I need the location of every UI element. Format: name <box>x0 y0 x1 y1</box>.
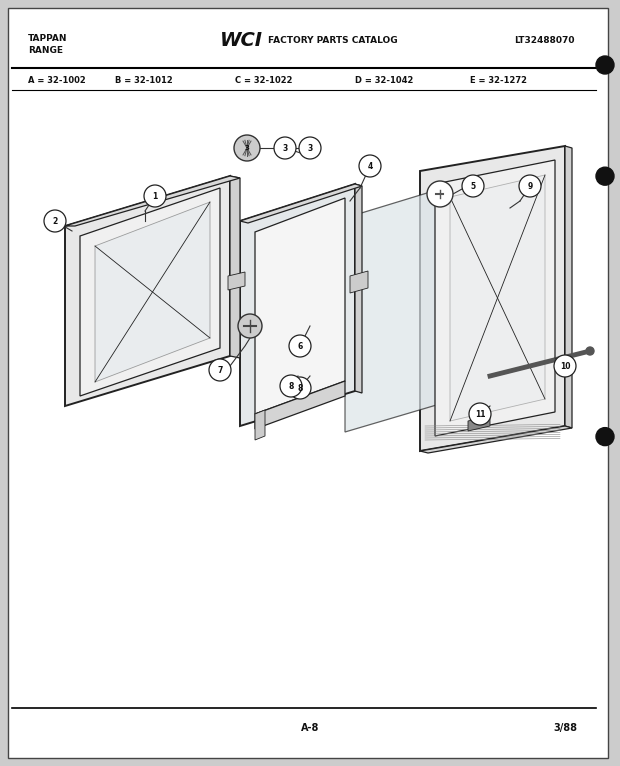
Circle shape <box>554 355 576 377</box>
Polygon shape <box>355 184 362 393</box>
Text: 8: 8 <box>298 384 303 392</box>
Text: E = 32-1272: E = 32-1272 <box>470 76 527 84</box>
Polygon shape <box>255 410 265 440</box>
Polygon shape <box>240 184 355 426</box>
Polygon shape <box>65 176 230 406</box>
Circle shape <box>234 135 260 161</box>
Polygon shape <box>240 184 362 223</box>
Polygon shape <box>255 381 345 429</box>
Polygon shape <box>420 426 572 453</box>
Circle shape <box>299 137 321 159</box>
Circle shape <box>596 167 614 185</box>
Text: 11: 11 <box>475 410 485 418</box>
Polygon shape <box>230 176 240 358</box>
Circle shape <box>596 56 614 74</box>
Circle shape <box>462 175 484 197</box>
Polygon shape <box>350 271 368 293</box>
Polygon shape <box>420 146 565 451</box>
Polygon shape <box>450 175 545 421</box>
Text: B = 32-1012: B = 32-1012 <box>115 76 173 84</box>
Text: 10: 10 <box>560 362 570 371</box>
Polygon shape <box>565 146 572 428</box>
Polygon shape <box>228 272 245 290</box>
Text: 3: 3 <box>244 145 249 151</box>
Polygon shape <box>345 186 450 432</box>
Circle shape <box>519 175 541 197</box>
Text: WCI: WCI <box>220 31 263 50</box>
Polygon shape <box>80 188 220 396</box>
Text: 7: 7 <box>218 365 223 375</box>
Text: 9: 9 <box>528 182 533 191</box>
Circle shape <box>596 427 614 446</box>
Text: D = 32-1042: D = 32-1042 <box>355 76 414 84</box>
Text: 5: 5 <box>471 182 476 191</box>
Circle shape <box>144 185 166 207</box>
Text: 3: 3 <box>308 143 312 152</box>
Polygon shape <box>255 198 345 414</box>
Circle shape <box>238 314 262 338</box>
Polygon shape <box>95 202 210 382</box>
Circle shape <box>427 181 453 207</box>
Circle shape <box>586 347 594 355</box>
Circle shape <box>289 377 311 399</box>
Circle shape <box>274 137 296 159</box>
Text: 8: 8 <box>288 381 294 391</box>
Text: TAPPAN: TAPPAN <box>28 34 68 42</box>
Circle shape <box>44 210 66 232</box>
Text: 6: 6 <box>298 342 303 351</box>
Polygon shape <box>65 176 240 226</box>
Circle shape <box>469 403 491 425</box>
Text: 1: 1 <box>153 192 157 201</box>
Circle shape <box>289 335 311 357</box>
Text: 3: 3 <box>282 143 288 152</box>
Polygon shape <box>450 186 458 403</box>
Polygon shape <box>435 160 555 436</box>
Text: 2: 2 <box>52 217 58 225</box>
Text: LT32488070: LT32488070 <box>515 35 575 44</box>
Text: RANGE: RANGE <box>28 45 63 54</box>
Text: FACTORY PARTS CATALOG: FACTORY PARTS CATALOG <box>268 35 397 44</box>
Circle shape <box>280 375 302 397</box>
Polygon shape <box>468 416 490 431</box>
Circle shape <box>209 359 231 381</box>
Text: C = 32-1022: C = 32-1022 <box>235 76 293 84</box>
Text: 3/88: 3/88 <box>553 723 577 733</box>
Text: A-8: A-8 <box>301 723 319 733</box>
Text: 4: 4 <box>368 162 373 171</box>
Circle shape <box>359 155 381 177</box>
Text: A = 32-1002: A = 32-1002 <box>28 76 86 84</box>
